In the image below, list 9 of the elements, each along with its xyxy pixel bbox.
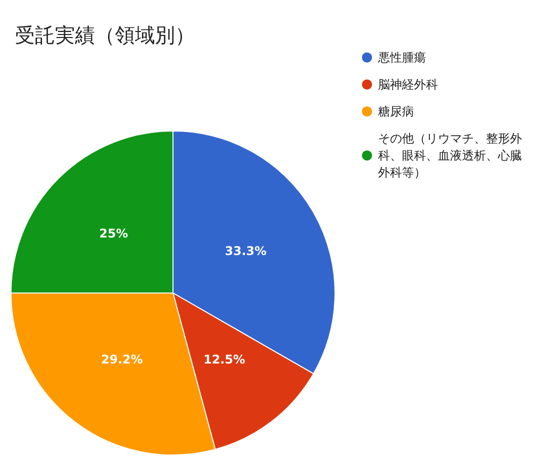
data-label: 12.5% [203,352,246,367]
legend-label: その他（リウマチ、整形外科、眼科、血液透析、心臓外科等） [378,132,522,180]
chart-title: 受託実績（領域別） [15,23,195,47]
legend-label: 糖尿病 [378,104,414,118]
data-label: 25% [99,226,128,241]
legend-label: 脳神経外科 [378,78,438,92]
legend-label: 悪性腫瘍 [377,50,426,64]
data-label: 33.3% [224,244,267,258]
data-label: 29.2% [101,352,143,367]
